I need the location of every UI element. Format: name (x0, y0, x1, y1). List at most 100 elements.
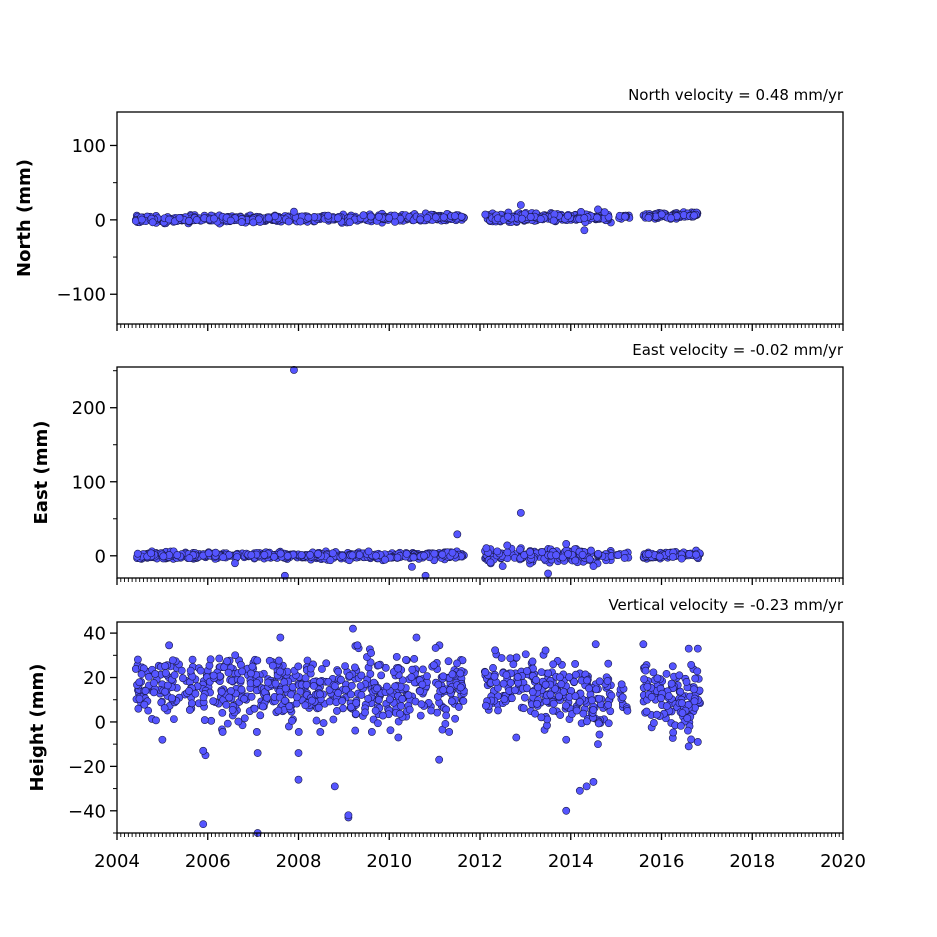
x-tick-label: 2006 (185, 851, 231, 872)
data-point (497, 654, 506, 662)
data-point (555, 692, 563, 701)
data-point (541, 680, 550, 689)
data-point (669, 728, 678, 737)
data-point (438, 550, 447, 559)
data-point (169, 715, 178, 724)
data-point (556, 711, 565, 719)
data-point (284, 217, 293, 226)
data-point (407, 673, 416, 681)
data-point (149, 688, 158, 697)
data-point (533, 699, 541, 708)
data-point (512, 653, 521, 662)
data-point (570, 677, 579, 686)
data-point (499, 679, 508, 688)
y-axis-label: North (mm) (14, 159, 35, 277)
data-point (693, 738, 702, 746)
data-point (500, 695, 509, 704)
data-point (664, 692, 673, 701)
data-point (445, 728, 454, 736)
data-point (594, 719, 603, 728)
data-point (137, 670, 146, 679)
data-point (330, 782, 339, 791)
data-point (218, 728, 227, 736)
data-point (677, 699, 686, 708)
data-point (692, 550, 701, 559)
data-point (439, 686, 448, 694)
data-point (237, 685, 246, 694)
data-point (398, 695, 407, 703)
data-point (168, 656, 177, 665)
y-tick-label: −40 (68, 801, 106, 822)
data-point (489, 664, 497, 672)
data-point (552, 551, 561, 560)
data-point (355, 551, 364, 559)
data-point (263, 693, 271, 702)
data-point (580, 214, 589, 222)
data-point (237, 660, 245, 669)
data-point (290, 207, 298, 216)
x-tick-label: 2018 (729, 851, 775, 872)
data-point (662, 702, 671, 710)
data-point (595, 694, 603, 703)
data-point (589, 562, 598, 571)
data-point (253, 656, 262, 665)
data-point (274, 706, 283, 715)
data-point (644, 213, 653, 222)
data-point (309, 682, 318, 690)
data-point (690, 685, 698, 694)
data-point (571, 556, 580, 565)
data-point (481, 701, 490, 710)
data-point (252, 728, 261, 736)
data-point (448, 548, 457, 557)
data-point (690, 211, 699, 220)
data-point (351, 663, 359, 672)
data-point (690, 697, 699, 706)
data-point (331, 682, 339, 690)
data-point (238, 667, 246, 676)
data-point (133, 655, 142, 664)
data-point (240, 714, 249, 723)
data-point (571, 670, 580, 679)
data-point (314, 549, 322, 558)
data-point (537, 713, 546, 722)
data-point (306, 664, 315, 673)
data-point (308, 696, 316, 705)
data-point (408, 562, 416, 571)
data-point (457, 212, 466, 221)
data-point (366, 212, 375, 221)
data-point (281, 696, 289, 705)
data-point (276, 549, 285, 558)
data-point (236, 676, 245, 685)
data-point (416, 687, 424, 696)
data-point (211, 548, 220, 557)
y-tick-label: −100 (57, 285, 106, 306)
data-point (356, 682, 365, 690)
data-point (192, 216, 201, 224)
data-point (459, 697, 468, 705)
data-point (351, 709, 360, 718)
data-point (338, 697, 347, 705)
data-point (294, 749, 303, 757)
data-point (657, 210, 666, 219)
data-point (306, 551, 315, 559)
data-point (371, 706, 380, 715)
data-point (252, 678, 261, 687)
data-point (562, 806, 571, 815)
data-point (575, 697, 584, 706)
data-point (374, 719, 382, 728)
data-point (135, 678, 144, 687)
data-point (667, 679, 676, 688)
data-point (546, 690, 555, 699)
data-point (248, 662, 257, 671)
data-point (405, 705, 414, 714)
data-point (357, 691, 366, 699)
y-tick-label: −20 (68, 757, 106, 778)
data-point (526, 548, 534, 556)
x-tick-label: 2004 (94, 851, 140, 872)
data-point (325, 697, 334, 706)
data-point (170, 671, 179, 679)
data-point (549, 706, 557, 715)
y-axis-label: East (mm) (31, 421, 52, 525)
data-point (294, 662, 303, 671)
data-point (249, 218, 258, 227)
